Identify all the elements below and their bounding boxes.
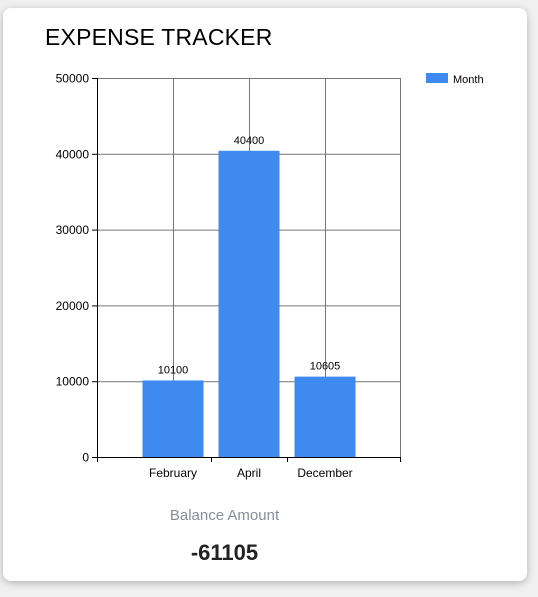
y-tick-label: 10000 (56, 375, 90, 389)
y-tick-label: 30000 (56, 223, 90, 237)
legend-label: Month (453, 74, 484, 86)
x-tick-label: April (237, 466, 261, 480)
data-label: 10100 (158, 364, 189, 376)
y-tick-label: 50000 (56, 72, 90, 86)
x-tick-label: December (297, 466, 352, 480)
x-tick-label: February (149, 466, 197, 480)
y-tick-label: 40000 (56, 147, 90, 161)
bar (294, 376, 356, 457)
bar (142, 380, 204, 457)
data-label: 10605 (310, 361, 341, 373)
data-label: 40400 (234, 135, 265, 147)
y-tick-label: 20000 (56, 299, 90, 313)
balance-value: -61105 (190, 540, 259, 565)
y-tick-label: 0 (82, 451, 89, 465)
bar (218, 150, 280, 457)
balance-label: Balance Amount (169, 507, 280, 524)
page-title: EXPENSE TRACKER (45, 24, 273, 50)
legend-swatch (426, 73, 448, 83)
